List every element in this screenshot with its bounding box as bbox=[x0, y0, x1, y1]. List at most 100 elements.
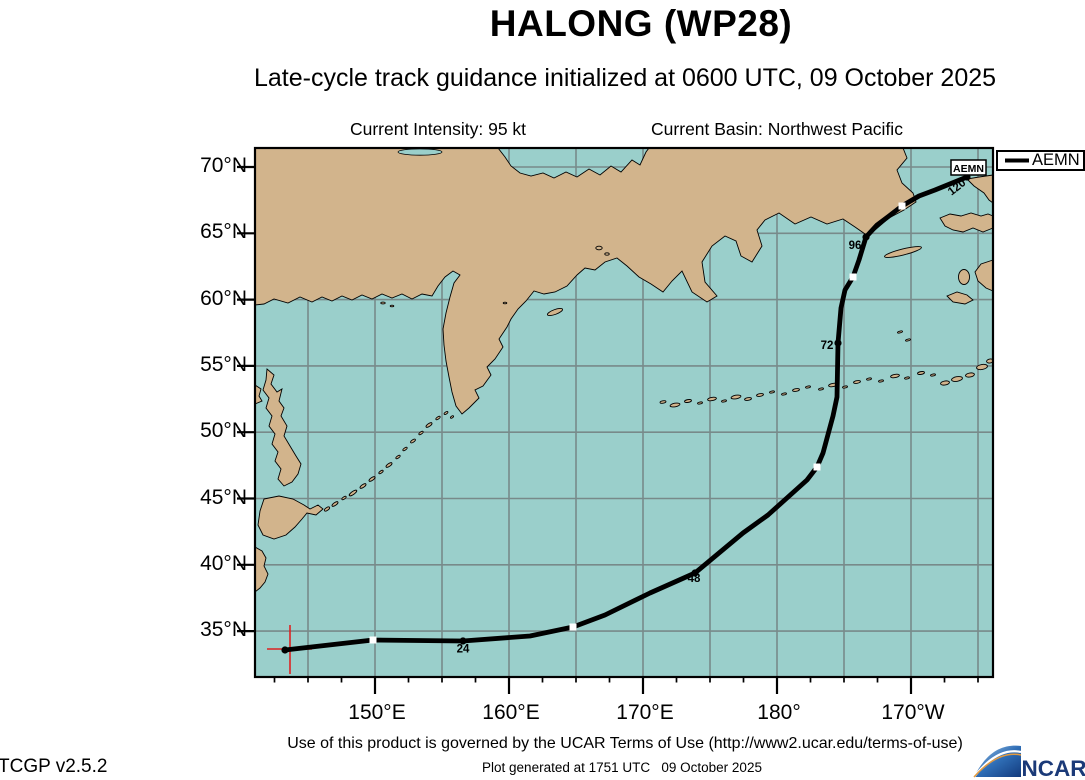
aleutian-island bbox=[853, 380, 861, 384]
aleutian-island bbox=[818, 387, 824, 391]
kuril-island bbox=[368, 476, 376, 482]
aleutian-island bbox=[669, 402, 681, 408]
plot-subtitle: Late-cycle track guidance initialized at… bbox=[253, 64, 997, 92]
forecast-hour-label: 24 bbox=[457, 644, 470, 656]
kuril-island bbox=[449, 415, 455, 419]
coastal-inlet bbox=[397, 148, 443, 156]
aleutian-island bbox=[721, 399, 727, 403]
kuril-island bbox=[418, 430, 424, 436]
lat-label: 50°N bbox=[200, 419, 247, 443]
kuril-island bbox=[443, 411, 449, 415]
lat-label: 60°N bbox=[200, 286, 247, 310]
aleutian-island bbox=[756, 393, 764, 397]
current-basin: Current Basin: Northwest Pacific bbox=[651, 119, 903, 139]
small-island bbox=[546, 308, 564, 316]
ncar-logo: NCAR bbox=[971, 739, 1085, 780]
track-marker-square bbox=[898, 202, 906, 210]
aleutian-island bbox=[684, 399, 692, 403]
lat-label: 70°N bbox=[200, 154, 247, 177]
kuril-island bbox=[359, 483, 367, 489]
track-marker-dot bbox=[862, 233, 870, 241]
lat-label: 35°N bbox=[200, 618, 247, 642]
ncar-logo-text: NCAR bbox=[1022, 756, 1085, 780]
model-label: AEMN bbox=[953, 163, 984, 175]
kuril-island bbox=[435, 415, 441, 421]
hokkaido-island bbox=[257, 495, 324, 540]
lon-label: 170°E bbox=[616, 701, 674, 724]
legend-model-label: AEMN bbox=[1032, 151, 1080, 169]
aleutian-island bbox=[917, 371, 925, 375]
kuril-island bbox=[402, 446, 408, 452]
small-island bbox=[502, 301, 508, 305]
small-island bbox=[380, 301, 386, 305]
track-marker-dot bbox=[459, 637, 467, 645]
aleutian-island bbox=[730, 394, 742, 400]
aleutian-island bbox=[781, 392, 787, 396]
track-markers bbox=[281, 173, 971, 654]
track-marker-square bbox=[849, 273, 857, 281]
ncar-swoosh bbox=[974, 745, 1021, 777]
track-marker-square bbox=[369, 636, 377, 644]
lat-label: 65°N bbox=[200, 220, 247, 244]
kuril-island bbox=[331, 501, 339, 507]
track-marker-square bbox=[569, 623, 577, 631]
aleutian-island bbox=[890, 373, 900, 379]
aleutian-island bbox=[976, 363, 988, 371]
kuril-island bbox=[378, 469, 384, 475]
track-marker-dot bbox=[691, 569, 699, 577]
forecast-hour-label: 72 bbox=[821, 340, 834, 352]
kuril-island bbox=[410, 438, 416, 444]
forecast-hour-label: 96 bbox=[849, 240, 862, 252]
honshu-coast bbox=[254, 546, 269, 593]
lat-label: 40°N bbox=[200, 551, 247, 575]
aleutian-island bbox=[951, 376, 963, 382]
sakhalin-island bbox=[262, 368, 302, 487]
aleutian-island bbox=[697, 401, 703, 405]
kuril-island bbox=[425, 422, 433, 428]
aleutian-island bbox=[744, 397, 752, 401]
kuril-island bbox=[385, 462, 393, 468]
small-island bbox=[958, 269, 970, 285]
current-intensity: Current Intensity: 95 kt bbox=[349, 119, 527, 139]
aleutian-island bbox=[866, 377, 872, 381]
aleutian-island bbox=[965, 372, 975, 378]
kuril-island bbox=[341, 495, 347, 501]
lat-label: 45°N bbox=[200, 485, 247, 509]
aleutian-island bbox=[842, 385, 848, 389]
legend: AEMN bbox=[996, 150, 1085, 171]
aleutian-island bbox=[904, 376, 910, 380]
small-island bbox=[897, 330, 903, 334]
aleutian-island bbox=[659, 400, 667, 404]
legend-line-sample bbox=[1005, 158, 1029, 163]
lon-label: 180° bbox=[757, 701, 801, 724]
aleutian-island bbox=[930, 373, 936, 377]
aleutian-island bbox=[769, 390, 775, 394]
small-island bbox=[884, 246, 922, 258]
terms-of-use: Use of this product is governed by the U… bbox=[287, 735, 963, 752]
lon-label: 170°W bbox=[881, 701, 945, 724]
lon-label: 150°E bbox=[348, 701, 406, 724]
plot-title: HALONG (WP28) bbox=[489, 3, 793, 44]
track-marker-square bbox=[813, 463, 821, 471]
lat-label: 55°N bbox=[200, 352, 247, 376]
map-frame bbox=[253, 146, 995, 679]
small-island bbox=[604, 252, 610, 256]
track-line bbox=[282, 174, 970, 653]
track-marker-dot bbox=[834, 339, 842, 347]
small-island bbox=[946, 291, 974, 305]
axis-ticks bbox=[237, 165, 979, 694]
kuril-island bbox=[348, 489, 358, 497]
small-island bbox=[389, 304, 395, 308]
aleutian-island bbox=[805, 385, 811, 389]
aleutian-island bbox=[878, 379, 884, 383]
aleutian-island bbox=[940, 380, 950, 386]
software-version: TCGP v2.5.2 bbox=[0, 756, 108, 777]
small-island bbox=[595, 245, 603, 251]
track-line-group bbox=[282, 174, 970, 653]
aleutian-island bbox=[707, 396, 717, 402]
track-marker-dot bbox=[281, 646, 289, 654]
small-island bbox=[905, 338, 911, 342]
aleutian-island bbox=[792, 388, 800, 392]
